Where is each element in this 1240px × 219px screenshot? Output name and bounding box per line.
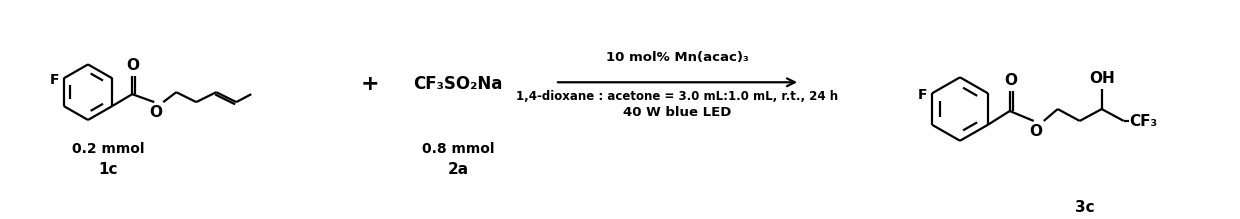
Text: 0.8 mmol: 0.8 mmol xyxy=(422,142,495,156)
Text: 2a: 2a xyxy=(448,162,469,177)
Text: 10 mol% Mn(acac)₃: 10 mol% Mn(acac)₃ xyxy=(606,51,749,64)
Text: CF₃SO₂Na: CF₃SO₂Na xyxy=(413,75,502,93)
Text: O: O xyxy=(150,105,162,120)
Text: O: O xyxy=(1029,124,1042,139)
Text: 3c: 3c xyxy=(1075,200,1095,215)
Text: 40 W blue LED: 40 W blue LED xyxy=(624,106,732,119)
Text: 0.2 mmol: 0.2 mmol xyxy=(72,142,144,156)
Text: +: + xyxy=(361,74,379,94)
Text: O: O xyxy=(1004,73,1017,88)
Text: O: O xyxy=(126,58,140,73)
Text: CF₃: CF₃ xyxy=(1130,114,1158,129)
Text: 1,4-dioxane : acetone = 3.0 mL:1.0 mL, r.t., 24 h: 1,4-dioxane : acetone = 3.0 mL:1.0 mL, r… xyxy=(516,90,838,103)
Text: 1c: 1c xyxy=(98,162,118,177)
Text: F: F xyxy=(918,88,928,102)
Text: OH: OH xyxy=(1089,71,1115,86)
Text: F: F xyxy=(50,73,58,87)
